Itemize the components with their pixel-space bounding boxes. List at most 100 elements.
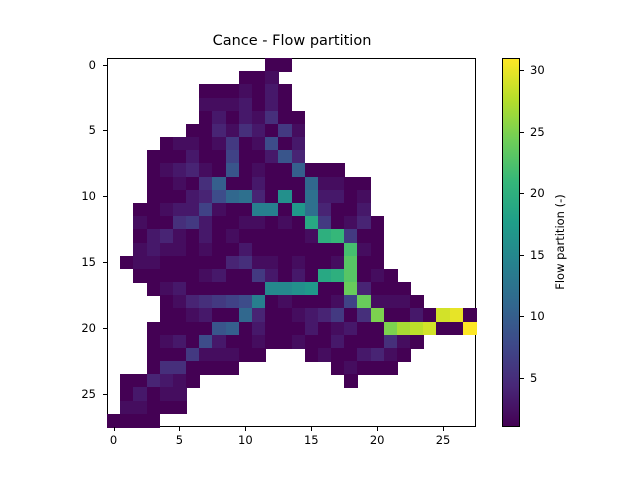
heatmap-cell: [133, 242, 148, 257]
heatmap-cell: [423, 308, 438, 323]
heatmap-cell: [172, 216, 187, 230]
heatmap-cell: [133, 413, 148, 428]
heatmap-cell: [172, 242, 187, 257]
heatmap-cell: [291, 163, 306, 178]
y-tick-label: 5: [88, 123, 96, 138]
heatmap-cell: [186, 189, 200, 204]
heatmap-cell: [291, 242, 306, 257]
colorbar-tick: [520, 316, 524, 318]
heatmap-cell: [238, 321, 253, 336]
heatmap-cell: [331, 334, 345, 349]
heatmap-cell: [186, 295, 200, 309]
heatmap-cell: [199, 216, 214, 230]
heatmap-cell: [344, 334, 358, 349]
heatmap-cell: [159, 400, 174, 415]
heatmap-cell: [265, 202, 279, 217]
heatmap-cell: [225, 242, 240, 257]
heatmap-cell: [225, 255, 240, 270]
heatmap-cell: [172, 308, 187, 323]
heatmap-cell: [304, 189, 319, 204]
heatmap-cell: [212, 295, 227, 309]
heatmap-cell: [159, 229, 174, 244]
heatmap-cell: [199, 137, 214, 151]
heatmap-cell: [172, 202, 187, 217]
heatmap-cell: [238, 123, 253, 138]
heatmap-cell: [212, 110, 227, 125]
heatmap-cell: [172, 374, 187, 389]
heatmap-cell: [331, 163, 345, 178]
heatmap-cell: [238, 150, 253, 165]
heatmap-cell: [344, 216, 358, 230]
heatmap-cell: [331, 361, 345, 375]
heatmap-cell: [304, 176, 319, 191]
heatmap-cell: [225, 321, 240, 336]
heatmap-cell: [159, 189, 174, 204]
x-tick: [113, 427, 115, 431]
heatmap-cell: [251, 334, 266, 349]
heatmap-cell: [172, 347, 187, 362]
heatmap-cell: [251, 123, 266, 138]
heatmap-cell: [199, 123, 214, 138]
colorbar-tick-label: 30: [530, 63, 545, 78]
colorbar-tick-label: 20: [530, 186, 545, 201]
heatmap-cell: [133, 229, 148, 244]
heatmap-cell: [291, 123, 306, 138]
colorbar-tick: [520, 254, 524, 256]
heatmap-cell: [344, 308, 358, 323]
colorbar-tick-label: 5: [530, 370, 538, 385]
heatmap-cell: [172, 400, 187, 415]
heatmap-cell: [186, 150, 200, 165]
heatmap-cell: [278, 163, 293, 178]
heatmap-cell: [146, 321, 161, 336]
heatmap-cell: [225, 97, 240, 112]
heatmap-cell: [146, 189, 161, 204]
heatmap-cell: [251, 176, 266, 191]
heatmap-cell: [278, 58, 293, 72]
heatmap-cell: [199, 282, 214, 296]
heatmap-cell: [225, 216, 240, 230]
heatmap-axes: [107, 58, 477, 428]
heatmap-cell: [133, 268, 148, 283]
heatmap-cell: [146, 413, 161, 428]
heatmap-cell: [212, 84, 227, 99]
heatmap-cell: [199, 361, 214, 375]
heatmap-cell: [159, 176, 174, 191]
heatmap-cell: [225, 308, 240, 323]
heatmap-cell: [317, 308, 332, 323]
heatmap-cell: [344, 347, 358, 362]
heatmap-cell: [186, 321, 200, 336]
heatmap-cell: [436, 308, 451, 323]
x-tick-label: 10: [238, 433, 253, 447]
heatmap-cell: [225, 361, 240, 375]
heatmap-cell: [304, 216, 319, 230]
heatmap-cell: [238, 268, 253, 283]
heatmap-cell: [251, 150, 266, 165]
heatmap-cell: [159, 308, 174, 323]
heatmap-cell: [383, 308, 398, 323]
heatmap-cell: [146, 163, 161, 178]
heatmap-cell: [225, 176, 240, 191]
heatmap-cell: [172, 255, 187, 270]
x-tick: [311, 427, 313, 431]
heatmap-cell: [238, 71, 253, 85]
heatmap-cell: [396, 295, 411, 309]
y-tick-label: 10: [81, 189, 96, 204]
heatmap-cell: [331, 295, 345, 309]
heatmap-cell: [186, 374, 200, 389]
heatmap-cell: [107, 413, 121, 428]
heatmap-cell: [212, 361, 227, 375]
heatmap-cell: [317, 347, 332, 362]
heatmap-cell: [172, 295, 187, 309]
heatmap-cell: [410, 295, 424, 309]
heatmap-cell: [331, 216, 345, 230]
heatmap-cell: [251, 84, 266, 99]
heatmap-cell: [251, 308, 266, 323]
heatmap-cell: [146, 347, 161, 362]
heatmap-cell: [212, 163, 227, 178]
heatmap-cell: [383, 361, 398, 375]
heatmap-cell: [370, 347, 385, 362]
heatmap-cell: [199, 347, 214, 362]
heatmap-cell: [383, 334, 398, 349]
heatmap-cell: [199, 163, 214, 178]
heatmap-cell: [291, 321, 306, 336]
